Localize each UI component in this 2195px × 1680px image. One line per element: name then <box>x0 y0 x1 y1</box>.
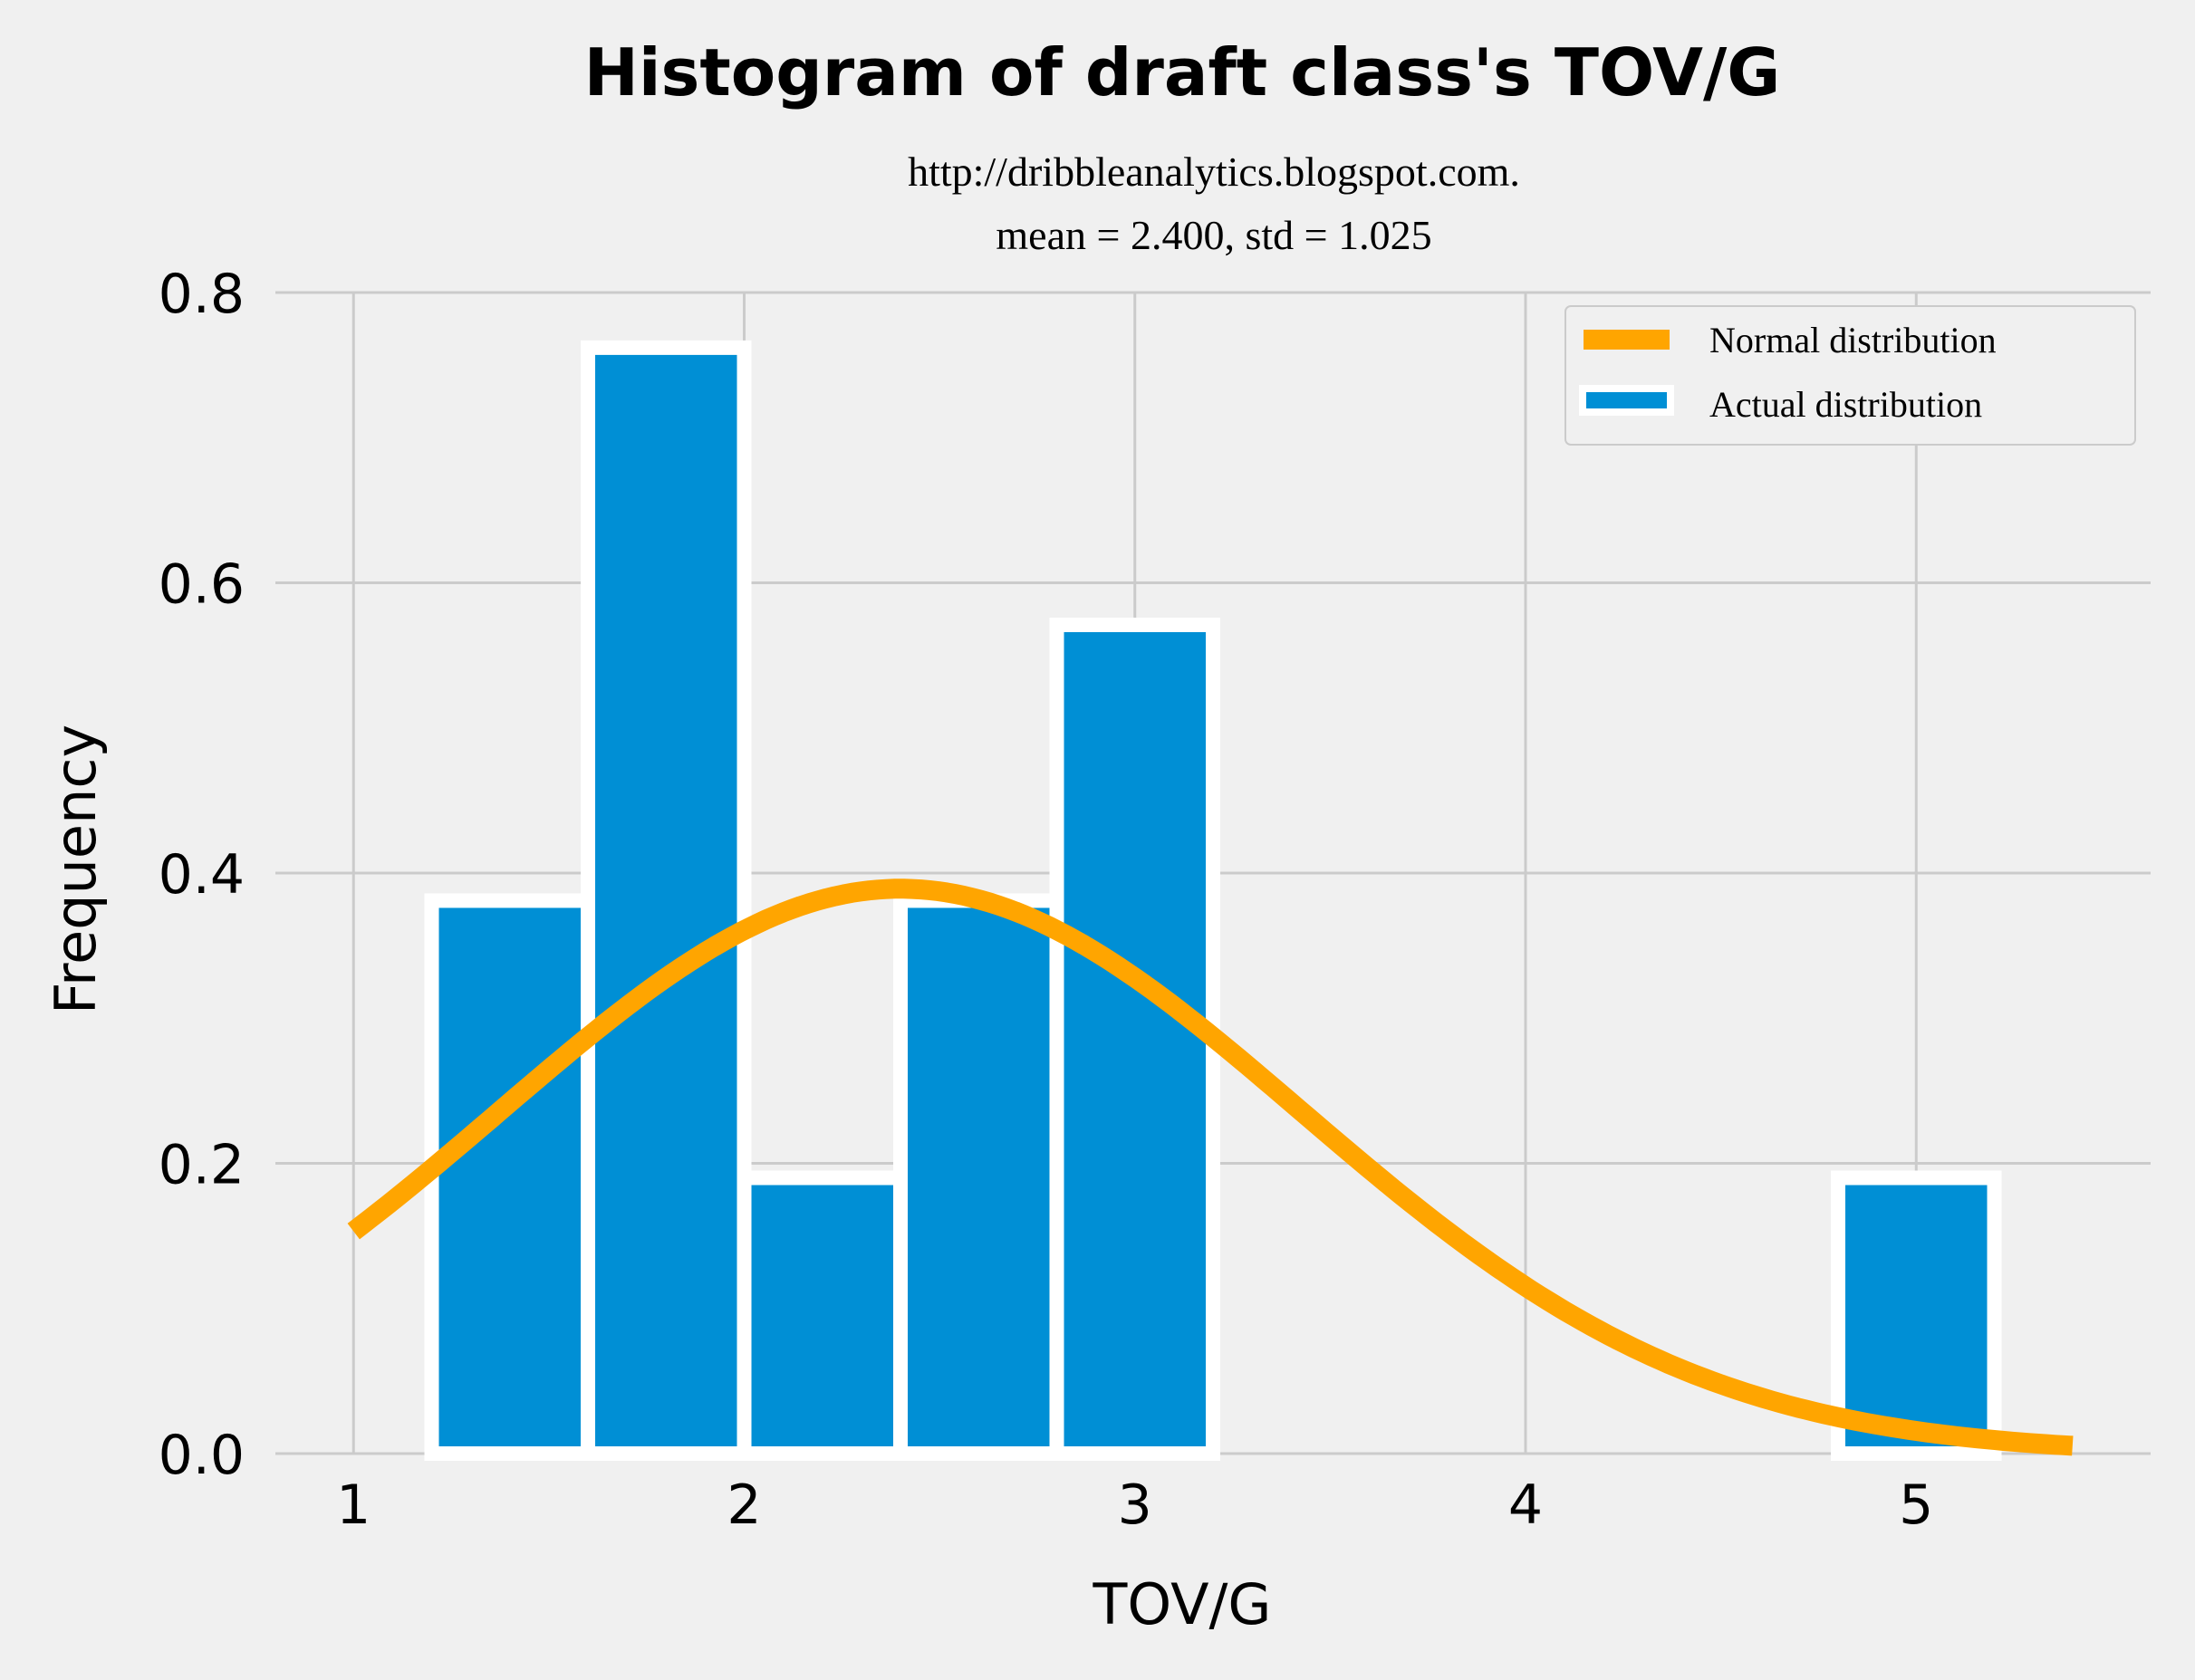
y-tick-label-0: 0.0 <box>159 1424 245 1487</box>
histogram-bar-4 <box>1049 617 1220 1461</box>
histogram-bar-3 <box>893 893 1064 1461</box>
x-tick-label-2: 3 <box>1118 1474 1152 1537</box>
chart-subtitle-stats: mean = 2.400, std = 1.025 <box>996 212 1431 258</box>
y-tick-label-1: 0.2 <box>159 1134 245 1197</box>
x-tick-label-1: 2 <box>727 1474 761 1537</box>
histogram-bar-0 <box>424 893 595 1461</box>
histogram-bar-2 <box>736 1170 908 1462</box>
legend-label-actual: Actual distribution <box>1709 384 1982 425</box>
legend-swatch-actual <box>1579 385 1674 416</box>
x-tick-label-3: 4 <box>1508 1474 1543 1537</box>
legend-frame <box>1564 305 2136 446</box>
x-axis-ticks: 1 2 3 4 5 <box>336 1474 1933 1537</box>
histogram-bars <box>424 340 2002 1462</box>
y-tick-label-4: 0.8 <box>159 263 245 326</box>
y-axis-label: Frequency <box>43 725 109 1014</box>
histogram-bar-9 <box>1831 1170 2002 1462</box>
y-axis-ticks: 0.0 0.2 0.4 0.6 0.8 <box>159 263 245 1487</box>
y-tick-label-3: 0.6 <box>159 553 245 617</box>
chart-title: Histogram of draft class's TOV/G <box>584 34 1781 110</box>
x-tick-label-4: 5 <box>1899 1474 1933 1537</box>
normal-distribution-curve <box>347 878 2075 1456</box>
legend: Normal distribution Actual distribution <box>1564 305 2136 446</box>
y-tick-label-2: 0.4 <box>159 843 245 907</box>
histogram-bar-1 <box>581 340 752 1461</box>
x-axis-label: TOV/G <box>1093 1571 1272 1637</box>
legend-label-normal: Normal distribution <box>1709 320 1997 360</box>
chart-subtitle-url: http://dribbleanalytics.blogspot.com. <box>908 149 1520 195</box>
x-tick-label-0: 1 <box>336 1474 371 1537</box>
